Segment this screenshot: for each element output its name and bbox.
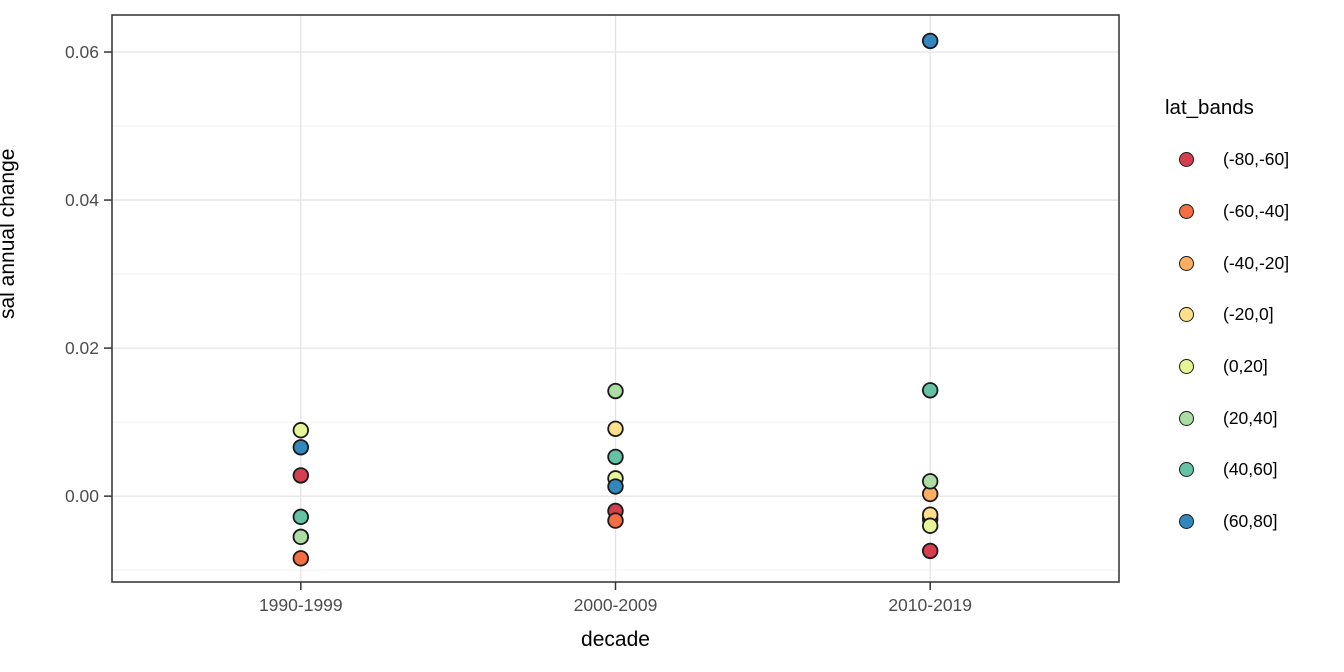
x-axis-title: decade: [112, 628, 1119, 652]
data-point: [607, 382, 624, 400]
legend: lat_bands (-80,-60] (-60,-40] (-40,-20] (-2…: [1161, 95, 1341, 548]
data-point: [292, 508, 310, 526]
legend-item: (20,40]: [1161, 392, 1341, 444]
data-point: [921, 32, 939, 50]
legend-key-circle-icon: [1179, 462, 1194, 478]
legend-item: (0,20]: [1161, 341, 1341, 393]
legend-item: (60,80]: [1161, 496, 1341, 548]
legend-item-label: (60,80]: [1223, 511, 1278, 532]
legend-key-circle-icon: [1179, 359, 1194, 375]
data-point: [921, 382, 939, 399]
legend-item: (40,60]: [1161, 444, 1341, 496]
legend-item: (-80,-60]: [1161, 134, 1341, 186]
data-point: [607, 512, 624, 529]
data-point: [292, 550, 310, 567]
x-tick-label: 2000-2009: [574, 595, 658, 615]
y-tick-label: 0.00: [65, 486, 99, 506]
data-point: [292, 422, 310, 439]
legend-item: (-20,0]: [1161, 289, 1341, 341]
y-tick-label: 0.02: [65, 338, 99, 358]
legend-item-label: (-40,-20]: [1223, 252, 1290, 273]
data-point: [921, 517, 939, 534]
legend-key-circle-icon: [1179, 152, 1194, 168]
data-point: [292, 467, 310, 484]
x-tick-label: 1990-1999: [259, 595, 343, 615]
data-point: [921, 473, 939, 490]
legend-item: (-60,-40]: [1161, 186, 1341, 238]
legend-key-circle-icon: [1179, 204, 1194, 220]
legend-rows: (-80,-60] (-60,-40] (-40,-20] (-20,0] (0,20]…: [1161, 134, 1341, 548]
legend-item-label: (40,60]: [1223, 459, 1278, 480]
y-axis-title: sal annual change: [0, 149, 20, 319]
legend-key-circle-icon: [1179, 410, 1194, 426]
legend-item-label: (-80,-60]: [1223, 149, 1290, 170]
legend-item-label: (-20,0]: [1223, 304, 1274, 325]
legend-item-label: (-60,-40]: [1223, 201, 1290, 222]
y-axis-title-text: sal annual change: [0, 148, 19, 319]
legend-item-label: (20,40]: [1223, 407, 1278, 428]
data-point: [292, 439, 310, 456]
y-tick-label: 0.04: [65, 190, 99, 210]
legend-item: (-40,-20]: [1161, 237, 1341, 289]
x-axis-title-text: decade: [581, 628, 650, 651]
y-tick-label: 0.06: [65, 42, 99, 62]
legend-key-circle-icon: [1179, 307, 1194, 323]
legend-item-label: (0,20]: [1223, 356, 1268, 377]
legend-key-circle-icon: [1179, 514, 1194, 530]
legend-key-circle-icon: [1179, 255, 1194, 271]
legend-title: lat_bands: [1165, 96, 1254, 119]
data-point: [607, 478, 624, 495]
x-tick-label: 2010-2019: [888, 595, 972, 615]
data-point: [607, 448, 624, 466]
data-point: [607, 420, 624, 437]
data-point: [292, 528, 310, 546]
data-point: [921, 542, 939, 560]
